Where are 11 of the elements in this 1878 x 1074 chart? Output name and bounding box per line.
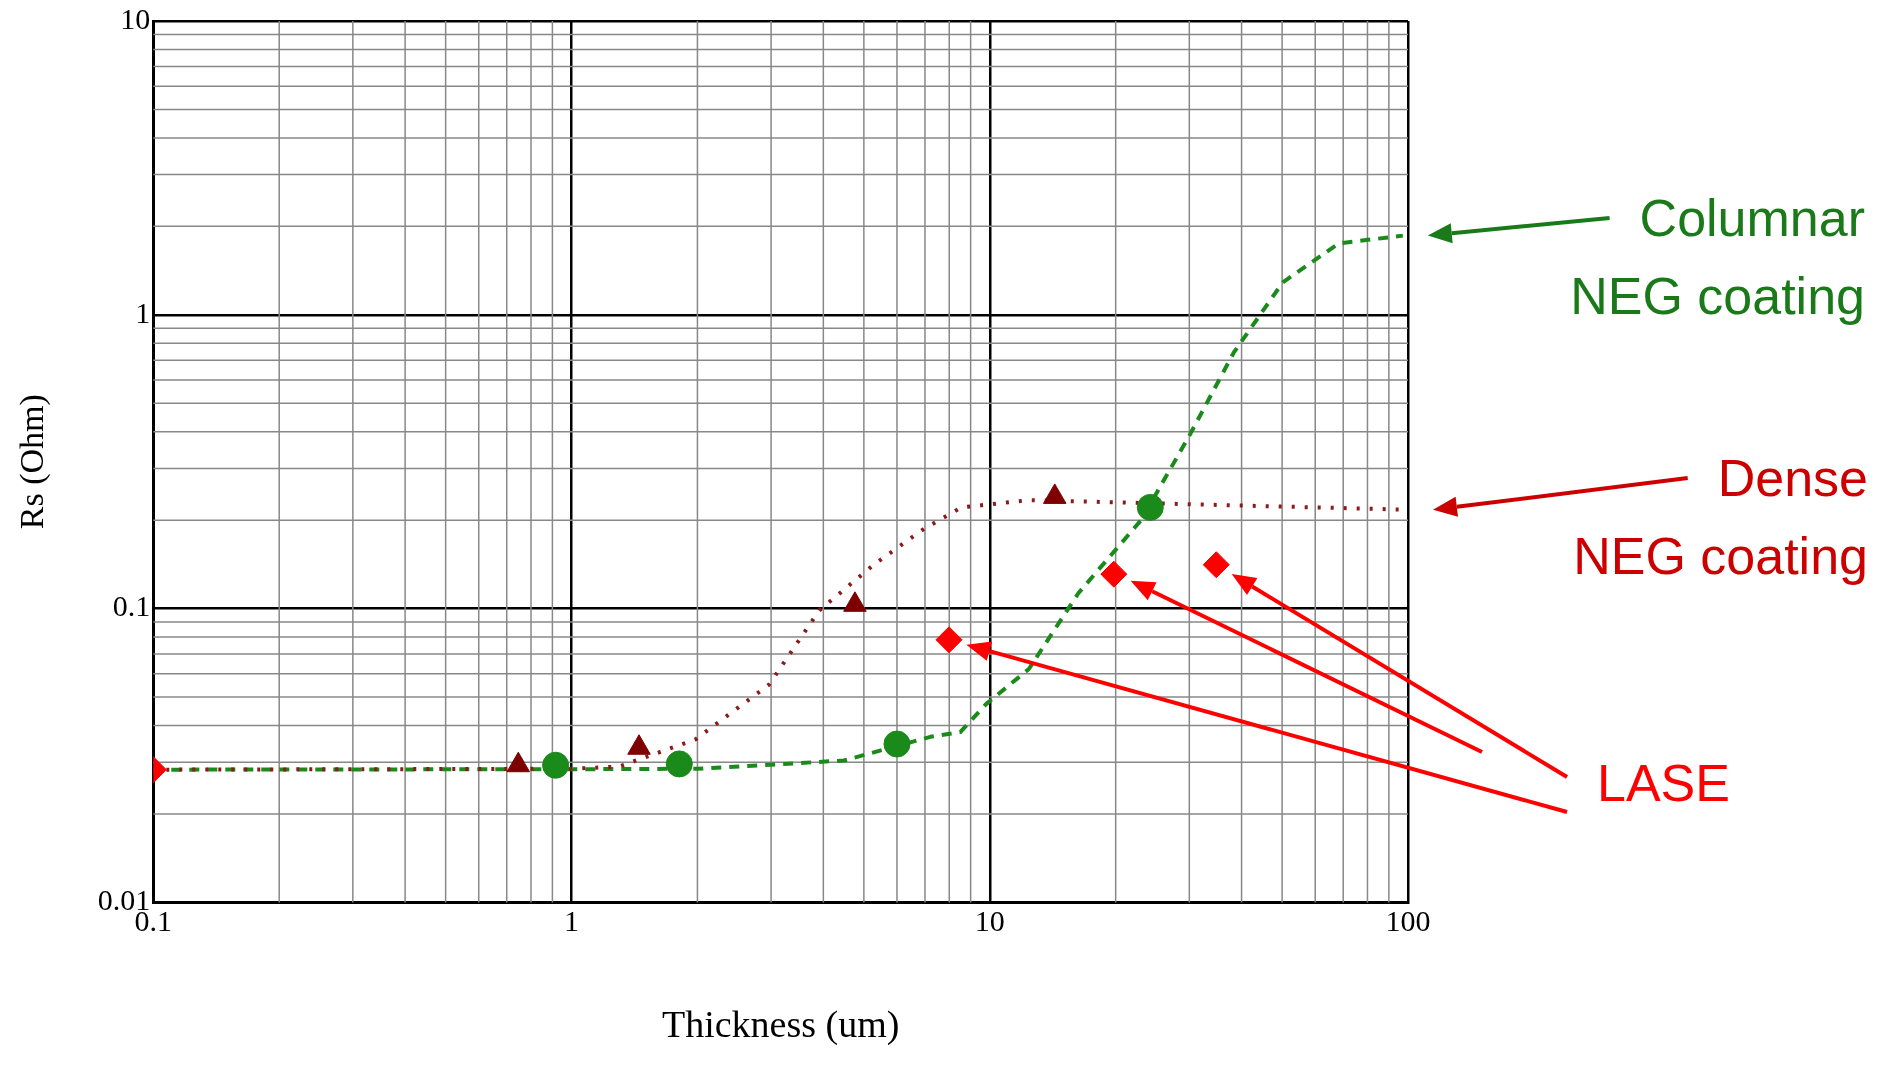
- x-tick-label: 1: [564, 904, 580, 938]
- text: Dense NEG coating: [1573, 449, 1868, 586]
- y-axis-title: Rs (Ohm): [13, 394, 52, 530]
- x-tick-label: 100: [1385, 904, 1431, 938]
- y-tick-label: 1: [135, 295, 151, 329]
- text: LASE: [1597, 754, 1730, 813]
- y-tick-label: 0.1: [112, 589, 151, 623]
- text: Columnar NEG coating: [1570, 189, 1865, 326]
- y-tick-label: 10: [120, 1, 151, 35]
- x-axis-title: Thickness (um): [661, 1003, 900, 1047]
- x-tick-label: 10: [974, 904, 1005, 938]
